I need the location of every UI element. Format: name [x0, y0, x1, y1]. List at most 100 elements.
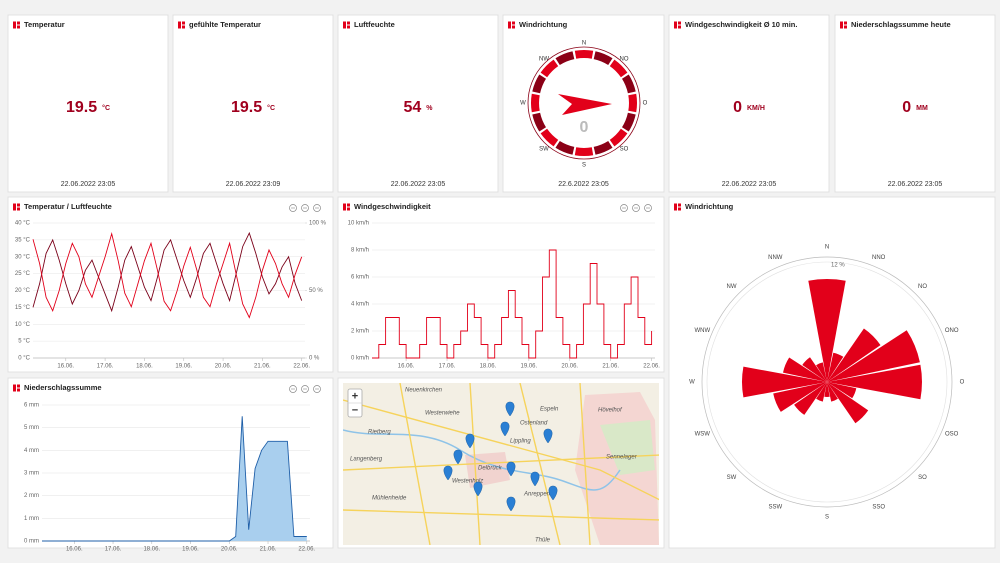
y-tick-label: 5 mm: [24, 425, 39, 431]
station-marker[interactable]: [506, 461, 516, 477]
direction-label: WNW: [694, 328, 710, 334]
compass-label: W: [520, 101, 526, 107]
zoom-out-button[interactable]: [632, 204, 640, 212]
card-title: Temperatur: [24, 20, 65, 29]
station-marker[interactable]: [530, 471, 540, 487]
x-tick-label: 19.06.: [175, 364, 192, 370]
direction-label: WSW: [695, 431, 711, 437]
compass-label: NO: [620, 57, 629, 63]
card-title: Luftfeuchte: [354, 20, 395, 29]
compass-segment: [540, 59, 559, 78]
y-tick-label: 25 °C: [15, 271, 31, 277]
logo: [678, 25, 681, 29]
logo: [343, 203, 346, 211]
rose-outer: [701, 256, 953, 508]
zoom-out-button[interactable]: [301, 204, 309, 212]
compass-segment: [593, 141, 613, 155]
x-tick-label: 21.06.: [602, 364, 619, 370]
logo: [17, 25, 20, 29]
map[interactable]: Rietberg Delbrück Hövelhof Langenberg Wester…: [343, 383, 660, 545]
value: 54: [403, 99, 421, 116]
compass-label: NW: [539, 57, 549, 63]
y-tick-label: 0 mm: [24, 539, 39, 545]
rose-wedge: [816, 362, 827, 382]
station-marker[interactable]: [506, 496, 516, 512]
x-tick-label: 21.06.: [254, 364, 271, 370]
timestamp: 22.06.2022 23:05: [888, 181, 943, 188]
station-marker[interactable]: [473, 481, 483, 497]
y-tick-label: 10 °C: [15, 322, 31, 328]
x-tick-label: 19.06.: [182, 547, 199, 553]
logo: [17, 203, 20, 207]
place-label: Hövelhof: [598, 408, 623, 414]
wind-speed: 0: [580, 119, 589, 136]
wind-arrow: [558, 94, 612, 115]
logo: [347, 21, 350, 25]
compass-segment: [574, 147, 594, 157]
zoom-out[interactable]: −: [352, 404, 358, 416]
reset-button[interactable]: [644, 204, 652, 212]
card: [668, 14, 830, 193]
logo: [674, 21, 677, 29]
rose-wedge: [802, 357, 827, 382]
y-tick-label: 0 °C: [18, 356, 30, 362]
zoom-in-button[interactable]: [620, 204, 628, 212]
direction-label: NNW: [768, 255, 783, 261]
x-tick-label: 20.06.: [561, 364, 578, 370]
logo: [678, 203, 681, 207]
direction-label: O: [960, 380, 965, 386]
road: [579, 383, 591, 545]
forest: [600, 420, 655, 475]
logo: [844, 21, 847, 25]
logo: [17, 388, 20, 392]
compass-segment: [532, 112, 546, 132]
value: 19.5: [231, 99, 262, 116]
logo: [17, 207, 20, 211]
y-tick-label: 8 km/h: [351, 248, 369, 254]
timestamp: 22.06.2022 23:05: [391, 181, 446, 188]
place-label: Ostenland: [520, 421, 548, 427]
station-marker[interactable]: [453, 449, 463, 465]
card-title: Windrichtung: [519, 20, 568, 29]
x-tick-label: 20.06.: [215, 364, 232, 370]
river: [343, 429, 621, 491]
station-marker[interactable]: [548, 485, 558, 501]
zoom-in-button[interactable]: [289, 204, 297, 212]
value: 19.5: [66, 99, 97, 116]
zoom-in-button[interactable]: [289, 385, 297, 393]
compass-outer: [527, 46, 641, 160]
rose-wedge: [773, 382, 827, 412]
place-label: Westerwiehe: [425, 411, 460, 417]
station-marker[interactable]: [465, 433, 475, 449]
compass-segment: [574, 49, 594, 59]
card: [7, 196, 334, 373]
place-label: Sennelager: [606, 455, 638, 461]
place-label: Lippling: [510, 439, 531, 445]
direction-label: S: [825, 515, 829, 521]
x-tick-label: 18.06.: [136, 364, 153, 370]
station-marker[interactable]: [505, 401, 515, 417]
card: [337, 196, 665, 373]
station-marker[interactable]: [500, 421, 510, 437]
timestamp: 22.6.2022 23:05: [558, 181, 609, 188]
logo: [512, 21, 515, 25]
y-tick-label: 2 km/h: [351, 329, 369, 335]
reset-button[interactable]: [313, 204, 321, 212]
series-line: [42, 416, 307, 542]
value: 0: [902, 99, 911, 116]
reset-button[interactable]: [313, 385, 321, 393]
rose-wedge: [827, 382, 838, 402]
series-line: [32, 231, 303, 313]
zoom-out-button[interactable]: [301, 385, 309, 393]
logo: [178, 21, 181, 29]
compass-segment: [532, 74, 546, 94]
timestamp: 22.06.2022 23:05: [61, 181, 116, 188]
logo: [844, 25, 847, 29]
station-marker[interactable]: [543, 428, 553, 444]
station-marker[interactable]: [443, 465, 453, 481]
zoom-in[interactable]: +: [352, 390, 358, 402]
logo: [347, 25, 350, 29]
value: 0: [733, 99, 742, 116]
place-label: Delbrück: [478, 466, 503, 472]
